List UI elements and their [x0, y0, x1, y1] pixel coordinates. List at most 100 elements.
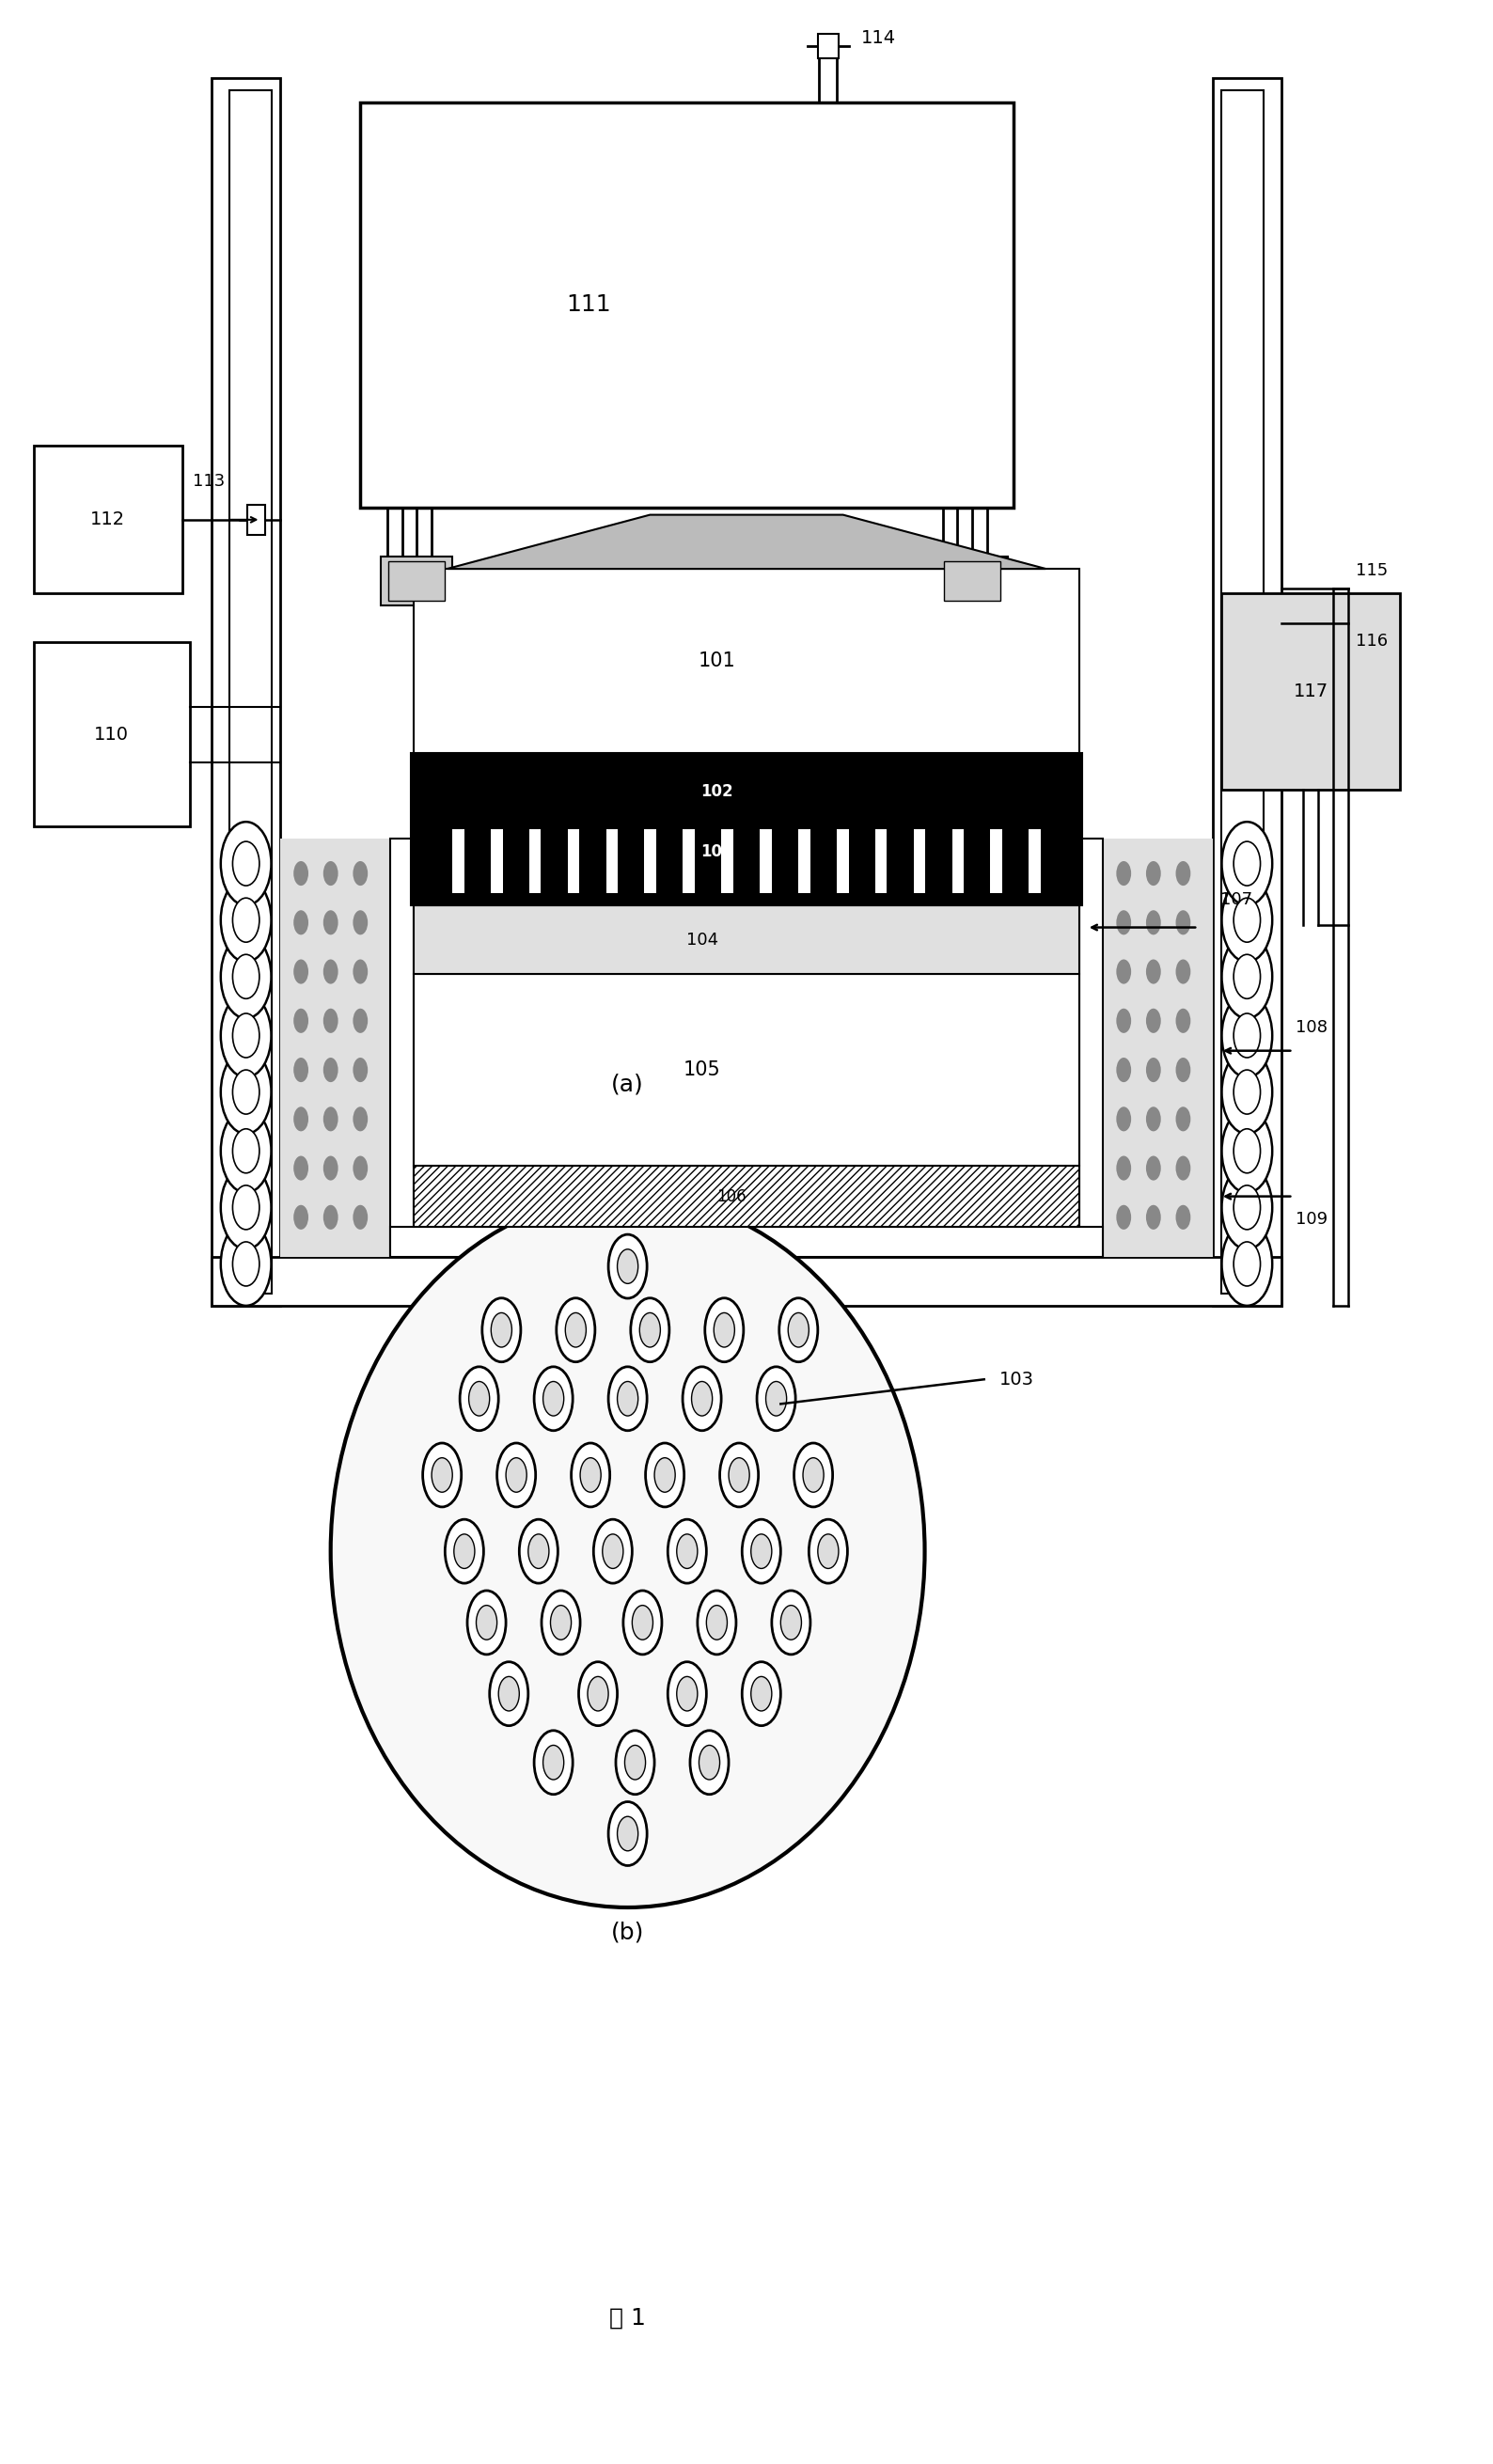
Circle shape — [1221, 993, 1272, 1077]
Circle shape — [221, 877, 272, 961]
Circle shape — [322, 1156, 337, 1180]
Text: 106: 106 — [717, 1188, 746, 1205]
Circle shape — [688, 934, 700, 954]
Circle shape — [294, 1057, 309, 1082]
Circle shape — [499, 1676, 520, 1710]
Circle shape — [879, 934, 890, 954]
Bar — [360, 101, 1014, 508]
Circle shape — [712, 934, 724, 954]
Circle shape — [1221, 877, 1272, 961]
Bar — [34, 643, 190, 828]
Circle shape — [1221, 1109, 1272, 1193]
Circle shape — [233, 954, 260, 998]
Circle shape — [808, 934, 820, 954]
Circle shape — [572, 1444, 609, 1508]
Bar — [529, 830, 540, 892]
Circle shape — [1175, 1008, 1190, 1032]
Circle shape — [1117, 1106, 1132, 1131]
Bar — [936, 557, 1008, 606]
Circle shape — [766, 1382, 787, 1417]
Circle shape — [1221, 1165, 1272, 1249]
Circle shape — [233, 1069, 260, 1114]
Bar — [606, 830, 618, 892]
Bar — [944, 562, 1000, 601]
Circle shape — [691, 1382, 712, 1417]
Circle shape — [1117, 1205, 1132, 1230]
Circle shape — [1238, 734, 1256, 764]
Circle shape — [617, 934, 629, 954]
Bar — [1103, 840, 1212, 1257]
Circle shape — [654, 1459, 675, 1493]
Circle shape — [523, 934, 534, 954]
Circle shape — [1271, 626, 1288, 655]
Circle shape — [566, 1313, 587, 1348]
Circle shape — [233, 1242, 260, 1286]
Bar — [414, 973, 1079, 1165]
Circle shape — [451, 934, 463, 954]
Bar — [990, 830, 1002, 892]
Circle shape — [1233, 1242, 1260, 1286]
Circle shape — [1271, 734, 1288, 764]
Circle shape — [690, 1730, 729, 1794]
Circle shape — [352, 958, 367, 983]
Bar — [388, 562, 445, 601]
Circle shape — [294, 1106, 309, 1131]
Circle shape — [221, 1109, 272, 1193]
Circle shape — [720, 1444, 758, 1508]
Circle shape — [630, 1299, 669, 1363]
Circle shape — [1147, 1057, 1162, 1082]
Circle shape — [617, 1816, 638, 1850]
Circle shape — [645, 1444, 684, 1508]
Circle shape — [803, 1459, 824, 1493]
Circle shape — [1175, 1205, 1190, 1230]
Bar — [953, 830, 964, 892]
Circle shape — [233, 1185, 260, 1230]
Bar — [230, 89, 272, 1294]
Circle shape — [623, 1592, 661, 1653]
Circle shape — [431, 1459, 452, 1493]
Circle shape — [1233, 843, 1260, 885]
Bar — [836, 830, 848, 892]
Circle shape — [352, 860, 367, 885]
Bar — [799, 830, 811, 892]
Bar — [645, 830, 657, 892]
Text: 108: 108 — [1296, 1020, 1327, 1035]
Circle shape — [1303, 680, 1321, 710]
Circle shape — [594, 934, 605, 954]
Circle shape — [534, 1730, 573, 1794]
Circle shape — [794, 1444, 833, 1508]
Circle shape — [608, 1801, 646, 1865]
Circle shape — [542, 1592, 581, 1653]
Circle shape — [1021, 934, 1033, 954]
Circle shape — [902, 934, 914, 954]
Circle shape — [294, 1205, 309, 1230]
Circle shape — [445, 1520, 484, 1584]
Circle shape — [1303, 626, 1321, 655]
Circle shape — [1233, 1013, 1260, 1057]
Text: 104: 104 — [685, 931, 718, 949]
Bar — [248, 505, 266, 535]
Text: 113: 113 — [193, 473, 225, 490]
Bar — [414, 569, 1079, 754]
Text: 103: 103 — [700, 843, 733, 860]
Circle shape — [543, 1745, 564, 1779]
Bar — [381, 557, 452, 606]
Bar — [452, 830, 464, 892]
Circle shape — [1147, 909, 1162, 934]
Circle shape — [294, 1008, 309, 1032]
Circle shape — [781, 1607, 802, 1639]
Circle shape — [1117, 1057, 1132, 1082]
Text: 114: 114 — [861, 30, 896, 47]
Text: 103: 103 — [999, 1370, 1033, 1387]
Circle shape — [1221, 823, 1272, 904]
Circle shape — [1175, 1057, 1190, 1082]
Circle shape — [1369, 680, 1387, 710]
Bar — [1029, 830, 1041, 892]
Circle shape — [1175, 860, 1190, 885]
Circle shape — [1233, 897, 1260, 941]
Circle shape — [1175, 958, 1190, 983]
Circle shape — [1233, 1069, 1260, 1114]
Circle shape — [1221, 934, 1272, 1018]
Circle shape — [1147, 1205, 1162, 1230]
Circle shape — [543, 1382, 564, 1417]
